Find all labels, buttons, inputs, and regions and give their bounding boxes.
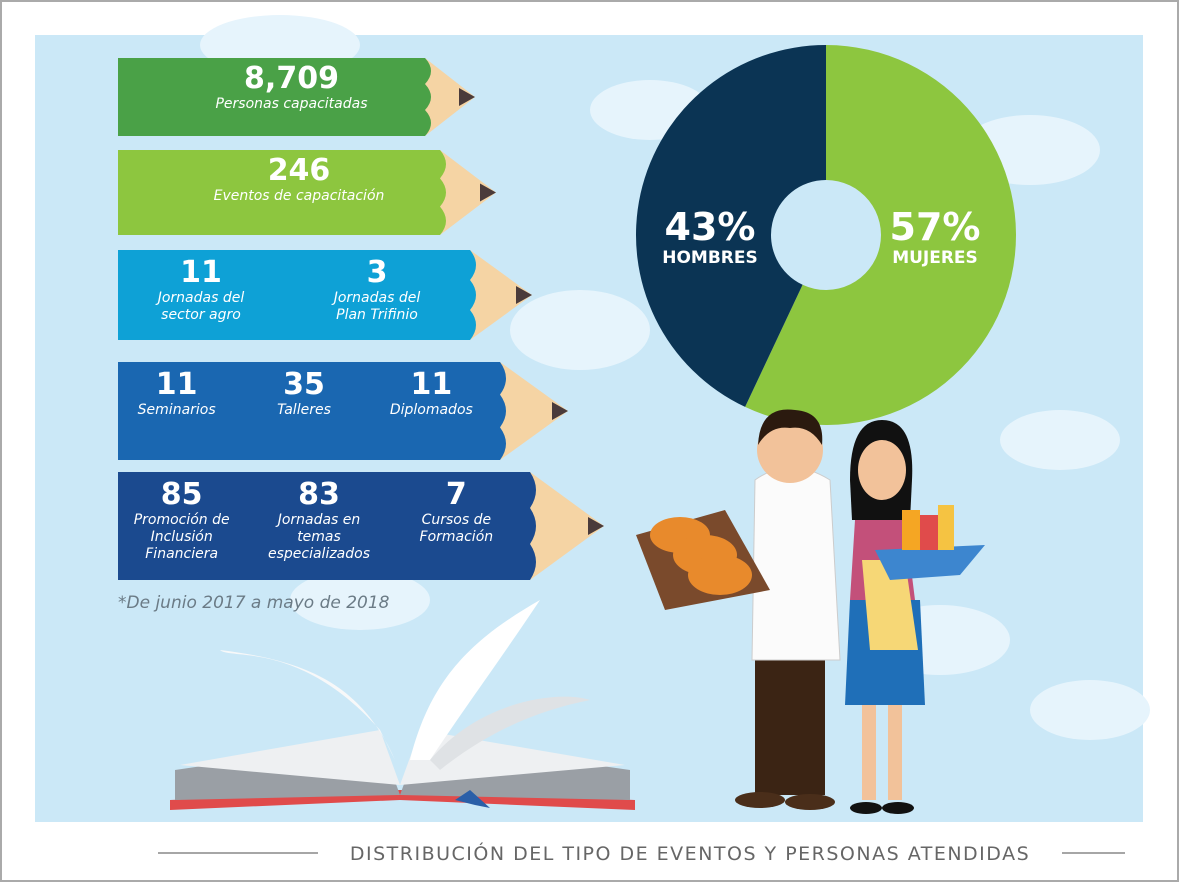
stat-number: 8,709 [244,61,339,96]
stat-number: 246 [268,153,331,188]
stat-number: 11 [156,367,198,402]
caption-text: DISTRIBUCIÓN DEL TIPO DE EVENTOS Y PERSO… [350,841,1030,865]
stat-label: Personas capacitadas [215,96,367,112]
stat-label: Talleres [277,402,331,418]
stat-number: 11 [180,255,222,290]
slice-label: MUJERES [892,248,978,268]
stat-label: Diplomados [390,402,473,418]
stat-number: 3 [367,255,388,290]
stat-number: 35 [283,367,325,402]
stat-number: 11 [410,367,452,402]
stat-number: 83 [298,477,340,512]
stat-number: 85 [161,477,203,512]
slice-value: 43% [665,205,756,249]
slice-value: 57% [890,205,981,249]
stat-number: 7 [446,477,467,512]
stat-label: Seminarios [138,402,216,418]
infographic: 8,709Personas capacitadas 246Eventos de c… [0,0,1179,882]
note: *De junio 2017 a mayo de 2018 [118,593,390,613]
slice-label: HOMBRES [662,248,758,268]
stat-label: Eventos de capacitación [214,188,385,204]
